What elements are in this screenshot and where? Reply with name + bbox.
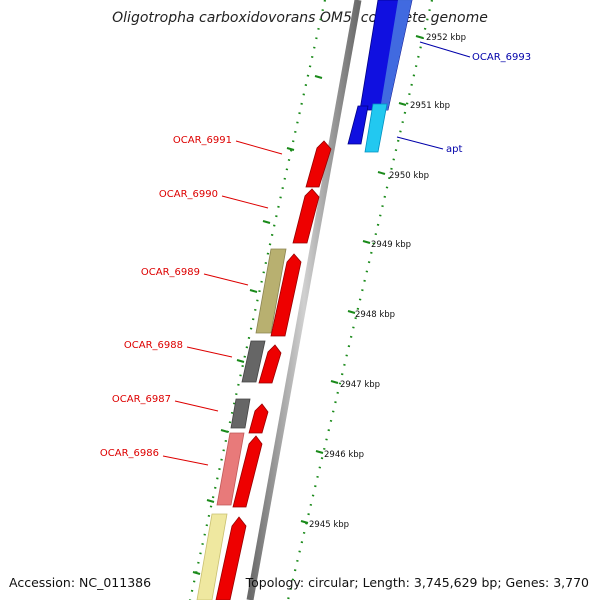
category-block (241, 340, 266, 383)
map-title: Oligotropha carboxidovorans OM5, complet… (112, 10, 488, 26)
inner-ticks (192, 75, 323, 575)
accession-text: Accession: NC_011386 (9, 575, 151, 590)
gene-label-ocar-6991[interactable]: OCAR_6991 (173, 135, 232, 146)
gene-label-ocar-6986[interactable]: OCAR_6986 (100, 448, 159, 459)
category-block (255, 248, 287, 334)
gene-label-ocar-6993[interactable]: OCAR_6993 (472, 52, 531, 63)
category-block (196, 513, 228, 600)
gene-arrow-apt (364, 103, 388, 153)
tick-mark (398, 102, 407, 106)
gene-arrow-ocar-6991 (305, 140, 332, 188)
gene-arrow-ocar-6986 (232, 435, 263, 508)
tick-label: 2950 kbp (389, 171, 429, 181)
leader-line (186, 346, 233, 358)
inner-tick-mark (249, 289, 258, 293)
leader-line (203, 273, 249, 286)
gene-arrow-ocar-6988 (258, 344, 282, 384)
gene-arrow-bottom (215, 516, 247, 600)
category-track (196, 248, 287, 600)
inner-tick-mark (192, 571, 201, 575)
inner-tick-mark (286, 147, 295, 151)
tick-mark (330, 380, 339, 384)
inner-tick-mark (314, 75, 323, 79)
leader-line (235, 140, 283, 155)
tick-label: 2947 kbp (340, 380, 380, 390)
reverse-cds-track (215, 140, 332, 600)
gene-arrow-ocar-6990 (292, 188, 320, 244)
gene-arrow-ocar-6993-light (380, 0, 412, 110)
gene-label-ocar-6990[interactable]: OCAR_6990 (159, 189, 218, 200)
tick-mark (300, 520, 309, 524)
forward-cds-track (347, 0, 413, 153)
tick-mark (362, 240, 371, 244)
tick-guides (188, 0, 434, 600)
tick-label: 2946 kbp (324, 450, 364, 460)
leader-line (221, 195, 269, 209)
summary-text: Topology: circular; Length: 3,745,629 bp… (245, 575, 589, 590)
inner-tick-mark (206, 499, 215, 503)
gene-label-ocar-6988[interactable]: OCAR_6988 (124, 340, 183, 351)
leader-line (396, 136, 444, 150)
gene-label-ocar-6989[interactable]: OCAR_6989 (141, 267, 200, 278)
leader-line (162, 455, 209, 466)
leader-line (174, 400, 219, 412)
leader-line (419, 41, 471, 58)
inner-guide-line (188, 0, 327, 600)
tick-label: 2951 kbp (410, 101, 450, 111)
gene-labels: OCAR_6993 apt OCAR_6991 OCAR_6990 OCAR_6… (100, 41, 531, 466)
category-block (230, 398, 251, 429)
inner-tick-mark (236, 359, 245, 363)
tick-label: 2949 kbp (371, 240, 411, 250)
inner-tick-mark (220, 429, 229, 433)
tick-mark (377, 171, 386, 175)
tick-label: 2948 kbp (355, 310, 395, 320)
gene-arrow-ocar-6987 (248, 403, 269, 434)
gene-arrow-ocar-6989 (270, 253, 302, 337)
gene-label-ocar-6987[interactable]: OCAR_6987 (112, 394, 171, 405)
tick-mark (347, 310, 356, 314)
outer-guide-line (286, 0, 434, 600)
tick-label: 2945 kbp (309, 520, 349, 530)
genome-backbone (246, 0, 362, 600)
gene-arrow-blue-small (347, 105, 369, 145)
kbp-scale: 2952 kbp 2951 kbp 2950 kbp 2949 kbp 2948… (300, 33, 466, 530)
tick-mark (315, 450, 324, 454)
tick-mark (415, 35, 424, 39)
tick-label: 2952 kbp (426, 33, 466, 43)
inner-tick-mark (262, 220, 271, 224)
category-block (216, 432, 245, 506)
gene-label-apt[interactable]: apt (446, 144, 462, 155)
